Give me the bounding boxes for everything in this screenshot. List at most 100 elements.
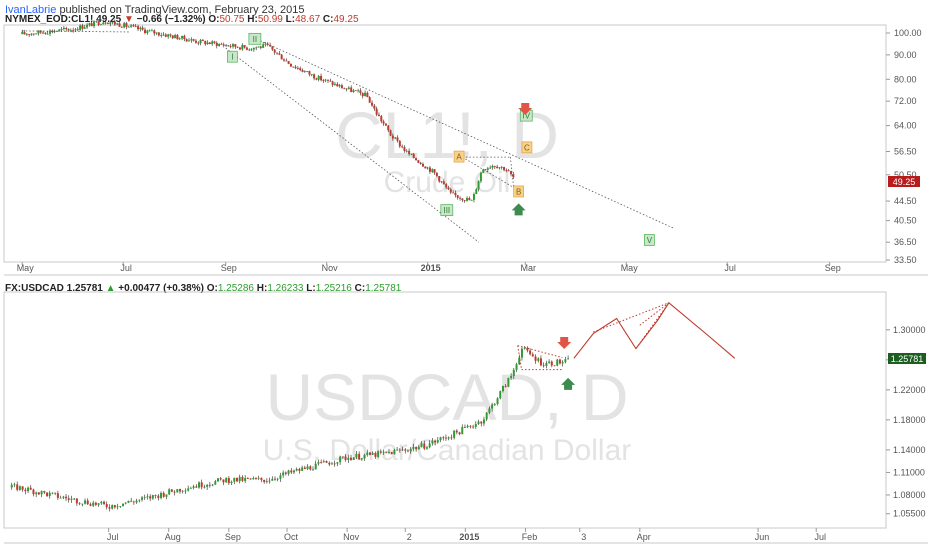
bottom-candle [545,362,548,366]
bottom-candle [141,497,144,500]
triangle-line[interactable] [517,345,563,359]
top-candle [512,174,515,178]
bottom-candle [417,446,420,450]
bottom-candle [371,452,374,455]
wave-label-box[interactable] [644,234,655,246]
bottom-candle [179,489,182,492]
bottom-candle [347,457,350,460]
top-candle [276,52,279,54]
top-candle [44,32,47,34]
trendline[interactable] [225,47,480,243]
top-candle [234,44,237,47]
top-candle [477,181,480,190]
top-x-tick-label: Sep [221,263,237,273]
bottom-candle [306,466,309,469]
bottom-last-price-badge-bg [888,353,926,364]
bottom-candle [18,486,21,490]
wave-label-box[interactable] [440,204,454,216]
bottom-candle [225,478,228,483]
top-candle [489,167,492,169]
bottom-candle [89,504,92,506]
top-candle [303,71,306,72]
bottom-watermark-title: USDCAD, D [265,360,628,434]
projection-wedge-line[interactable] [639,302,670,326]
top-candle [486,168,489,170]
bottom-h: 1.26233 [267,283,304,294]
bottom-candle [453,430,456,438]
bottom-candle [404,449,407,451]
bottom-candle [287,470,290,474]
bottom-candle [387,452,390,453]
publish-text: published on TradingView.com, February 2… [59,4,305,16]
bottom-candle [16,484,19,490]
up-arrow-icon [511,203,526,216]
wave-label-box[interactable] [227,50,238,63]
top-candle [95,21,98,23]
bottom-candle [425,447,428,449]
top-candle [262,44,265,48]
top-candle [412,153,415,159]
top-candle [470,199,473,201]
wave-label-box[interactable] [453,150,465,163]
top-candle [438,176,441,182]
top-candle [259,46,262,48]
top-candle [368,97,371,103]
bottom-candle [504,386,507,387]
bottom-candle [314,463,317,470]
bottom-candle [474,423,477,427]
bottom-candle [160,492,163,498]
bottom-candle [567,358,570,360]
top-c: 49.25 [333,14,359,25]
bottom-candle [143,497,146,498]
author-link[interactable]: IvanLabrie [5,4,57,16]
triangle-line[interactable] [517,345,523,370]
top-candle [442,181,445,185]
top-candle [364,92,367,97]
wave-label: IV [522,112,530,121]
top-symbol[interactable]: NYMEX_EOD:CL1! [5,14,94,25]
projection-wedge-line[interactable] [635,302,670,349]
bottom-candle [75,498,78,504]
top-candle [391,135,394,139]
bottom-candle [366,452,369,455]
top-candle [86,24,89,28]
projection-wedge-line[interactable] [593,302,670,333]
bottom-candle [130,500,133,502]
top-candle [380,116,383,122]
top-candle [197,42,200,44]
bottom-candle [37,492,40,495]
top-candle [357,90,360,92]
trendline[interactable] [257,38,675,229]
bottom-candle [420,443,423,447]
bottom-candle [480,421,483,424]
wave-label-box[interactable] [513,185,524,198]
top-candle [389,130,392,136]
top-candle [183,35,186,40]
triangle-line[interactable] [462,156,514,188]
bottom-candle [219,478,222,480]
wave-label-box[interactable] [248,32,262,45]
wave-label-box[interactable] [521,141,533,154]
top-candle [468,198,471,201]
top-h: 50.99 [257,14,283,25]
top-candle [257,46,260,48]
bottom-candle [298,468,301,471]
bottom-x-tick-label: Nov [343,532,360,542]
bottom-candle [257,477,260,479]
top-candle [280,54,283,60]
top-candle [164,34,167,37]
bottom-symbol[interactable]: FX:USDCAD [5,283,64,294]
top-candle [176,35,179,40]
bottom-candle [423,443,426,449]
top-candle [419,162,422,164]
bottom-candle [189,487,192,489]
top-candle [282,59,285,61]
bottom-candle [70,498,73,500]
bottom-candle [352,457,355,460]
top-candle [46,33,49,35]
top-candle [174,35,177,39]
bottom-candle [523,347,526,349]
bottom-candle [86,500,89,505]
top-candle [340,85,343,89]
